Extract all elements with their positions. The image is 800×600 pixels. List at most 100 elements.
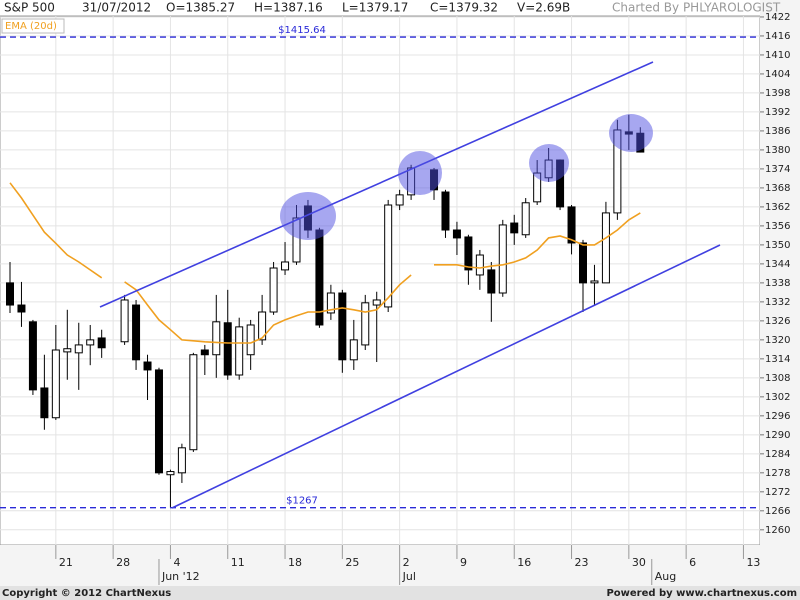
highlight-circle bbox=[398, 151, 442, 195]
candle-body bbox=[200, 349, 209, 356]
y-tick-label: 1380 bbox=[765, 145, 790, 156]
candle-body bbox=[40, 387, 49, 419]
candle-body bbox=[97, 337, 106, 349]
candle-body bbox=[384, 204, 393, 308]
candle-body bbox=[372, 299, 381, 306]
candle-body bbox=[6, 282, 14, 306]
candle-body bbox=[498, 224, 507, 294]
x-axis-band bbox=[0, 545, 760, 586]
y-tick-label: 1368 bbox=[765, 183, 790, 194]
x-tick-label: 16 bbox=[517, 556, 531, 569]
x-tick-label: 11 bbox=[231, 556, 245, 569]
x-tick-label: 23 bbox=[575, 556, 589, 569]
candle-body bbox=[51, 349, 60, 419]
y-tick-label: 1266 bbox=[765, 506, 790, 517]
candle-body bbox=[223, 322, 232, 376]
footer-band bbox=[0, 586, 800, 600]
y-tick-label: 1278 bbox=[765, 468, 790, 479]
highlight-circle bbox=[529, 144, 569, 182]
highlight-circle bbox=[280, 192, 336, 240]
y-axis-band bbox=[760, 0, 800, 586]
low: L=1379.17 bbox=[342, 1, 408, 15]
candle-body bbox=[464, 236, 473, 271]
month-label: Jun '12 bbox=[161, 570, 200, 583]
y-tick-label: 1398 bbox=[765, 88, 790, 99]
y-tick-label: 1326 bbox=[765, 316, 790, 327]
y-tick-label: 1344 bbox=[765, 259, 790, 270]
candle-body bbox=[86, 339, 95, 346]
y-tick-label: 1260 bbox=[765, 525, 790, 536]
candle-body bbox=[487, 269, 496, 294]
candle-body bbox=[601, 212, 610, 284]
y-tick-label: 1314 bbox=[765, 354, 790, 365]
x-tick-label: 21 bbox=[59, 556, 73, 569]
level-label: $1267 bbox=[286, 496, 318, 507]
candle-body bbox=[361, 302, 370, 346]
candle-body bbox=[475, 254, 484, 276]
candle-body bbox=[166, 471, 175, 476]
candle-body bbox=[258, 311, 267, 341]
candle-body bbox=[189, 354, 198, 451]
copyright: Copyright © 2012 ChartNexus bbox=[2, 588, 171, 599]
month-label: Aug bbox=[655, 570, 676, 583]
y-tick-label: 1410 bbox=[765, 50, 790, 61]
candle-body bbox=[212, 321, 221, 356]
candle-body bbox=[132, 304, 141, 361]
volume: V=2.69B bbox=[517, 1, 570, 15]
y-tick-label: 1296 bbox=[765, 411, 790, 422]
candle-body bbox=[120, 299, 129, 343]
candle-body bbox=[579, 242, 587, 284]
candle-body bbox=[281, 261, 290, 271]
candle-body bbox=[63, 348, 72, 353]
candle-body bbox=[235, 326, 244, 376]
candle-body bbox=[177, 447, 186, 474]
ema-line bbox=[9, 182, 641, 344]
candle-body bbox=[246, 324, 255, 356]
candle-body bbox=[326, 292, 335, 314]
candle-body bbox=[521, 202, 530, 236]
y-tick-label: 1422 bbox=[765, 12, 790, 23]
close: C=1379.32 bbox=[430, 1, 498, 15]
y-tick-label: 1290 bbox=[765, 430, 790, 441]
y-tick-label: 1392 bbox=[765, 107, 790, 118]
credit: Charted By PHLYAROLOGIST bbox=[612, 1, 781, 15]
candle-body bbox=[74, 344, 83, 354]
candle-body bbox=[338, 292, 347, 361]
y-tick-label: 1416 bbox=[765, 31, 790, 42]
candle-body bbox=[590, 280, 599, 284]
candle-body bbox=[154, 369, 163, 474]
x-tick-label: 9 bbox=[460, 556, 467, 569]
y-tick-label: 1284 bbox=[765, 449, 790, 460]
x-tick-label: 2 bbox=[403, 556, 410, 569]
lower-trendline bbox=[171, 244, 721, 509]
legend-box bbox=[1, 18, 65, 34]
marks: $1415.64 $1267 bbox=[0, 25, 760, 509]
y-tick-label: 1332 bbox=[765, 297, 790, 308]
x-tick-label: 25 bbox=[345, 556, 359, 569]
plot-area bbox=[0, 15, 761, 546]
y-tick-label: 1320 bbox=[765, 335, 790, 346]
upper-trendline bbox=[99, 61, 654, 308]
grid: 1260126612721278128412901296130213081314… bbox=[0, 12, 790, 585]
x-tick-label: 13 bbox=[746, 556, 760, 569]
legend-entry: EMA (20d) bbox=[5, 21, 57, 32]
y-tick-label: 1362 bbox=[765, 202, 790, 213]
candle-body bbox=[452, 229, 461, 239]
level-label: $1415.64 bbox=[278, 25, 326, 36]
y-tick-label: 1350 bbox=[765, 240, 790, 251]
highlight-circle bbox=[609, 114, 653, 152]
x-tick-label: 28 bbox=[116, 556, 130, 569]
x-tick-label: 30 bbox=[632, 556, 646, 569]
candle-body bbox=[143, 361, 152, 371]
y-tick-label: 1374 bbox=[765, 164, 790, 175]
candle-body bbox=[567, 206, 576, 244]
date: 31/07/2012 bbox=[82, 1, 151, 15]
month-label: Jul bbox=[402, 570, 416, 583]
y-tick-label: 1386 bbox=[765, 126, 790, 137]
candle-body bbox=[441, 191, 450, 231]
candle-body bbox=[28, 321, 37, 391]
candle-body bbox=[269, 267, 278, 313]
x-tick-label: 4 bbox=[173, 556, 180, 569]
open: O=1385.27 bbox=[166, 1, 235, 15]
